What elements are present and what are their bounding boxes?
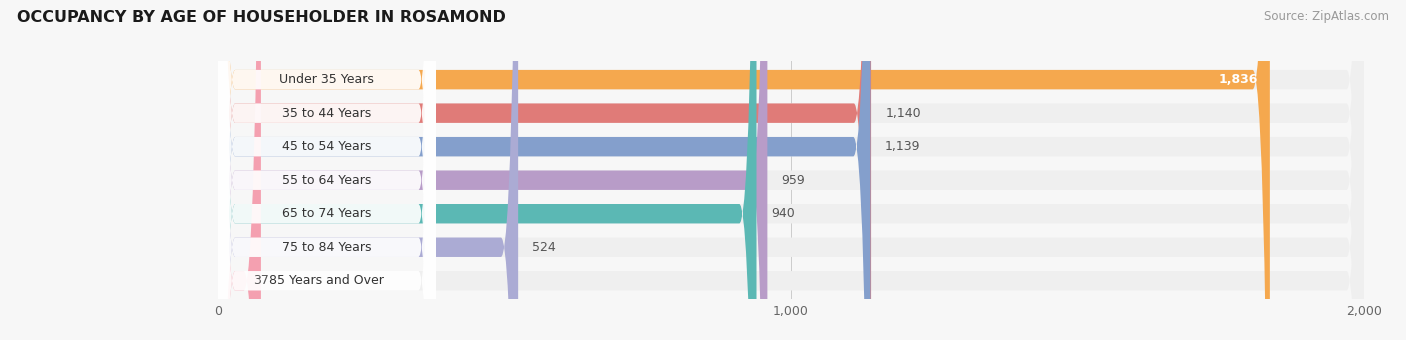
Text: 1,139: 1,139 bbox=[884, 140, 921, 153]
FancyBboxPatch shape bbox=[218, 0, 1364, 340]
Text: 35 to 44 Years: 35 to 44 Years bbox=[283, 107, 371, 120]
Text: 959: 959 bbox=[782, 174, 806, 187]
Text: 75 to 84 Years: 75 to 84 Years bbox=[283, 241, 371, 254]
Text: Under 35 Years: Under 35 Years bbox=[280, 73, 374, 86]
Text: 55 to 64 Years: 55 to 64 Years bbox=[283, 174, 371, 187]
FancyBboxPatch shape bbox=[218, 0, 768, 340]
Text: 37: 37 bbox=[253, 274, 270, 287]
FancyBboxPatch shape bbox=[218, 0, 436, 340]
Text: 65 to 74 Years: 65 to 74 Years bbox=[283, 207, 371, 220]
FancyBboxPatch shape bbox=[218, 0, 1364, 340]
Text: 524: 524 bbox=[533, 241, 557, 254]
FancyBboxPatch shape bbox=[218, 0, 872, 340]
FancyBboxPatch shape bbox=[218, 0, 436, 340]
FancyBboxPatch shape bbox=[218, 0, 1364, 340]
FancyBboxPatch shape bbox=[218, 0, 1270, 340]
Text: 1,140: 1,140 bbox=[886, 107, 921, 120]
Text: 85 Years and Over: 85 Years and Over bbox=[270, 274, 384, 287]
Text: 45 to 54 Years: 45 to 54 Years bbox=[283, 140, 371, 153]
FancyBboxPatch shape bbox=[218, 0, 1364, 340]
FancyBboxPatch shape bbox=[218, 0, 262, 340]
Text: 940: 940 bbox=[770, 207, 794, 220]
Text: Source: ZipAtlas.com: Source: ZipAtlas.com bbox=[1264, 10, 1389, 23]
FancyBboxPatch shape bbox=[218, 0, 1364, 340]
FancyBboxPatch shape bbox=[218, 0, 519, 340]
Text: OCCUPANCY BY AGE OF HOUSEHOLDER IN ROSAMOND: OCCUPANCY BY AGE OF HOUSEHOLDER IN ROSAM… bbox=[17, 10, 506, 25]
FancyBboxPatch shape bbox=[218, 0, 436, 340]
FancyBboxPatch shape bbox=[218, 0, 436, 340]
FancyBboxPatch shape bbox=[218, 0, 1364, 340]
FancyBboxPatch shape bbox=[218, 0, 436, 340]
FancyBboxPatch shape bbox=[218, 0, 436, 340]
FancyBboxPatch shape bbox=[218, 0, 1364, 340]
FancyBboxPatch shape bbox=[218, 0, 756, 340]
FancyBboxPatch shape bbox=[218, 0, 870, 340]
FancyBboxPatch shape bbox=[218, 0, 436, 340]
Text: 1,836: 1,836 bbox=[1219, 73, 1258, 86]
